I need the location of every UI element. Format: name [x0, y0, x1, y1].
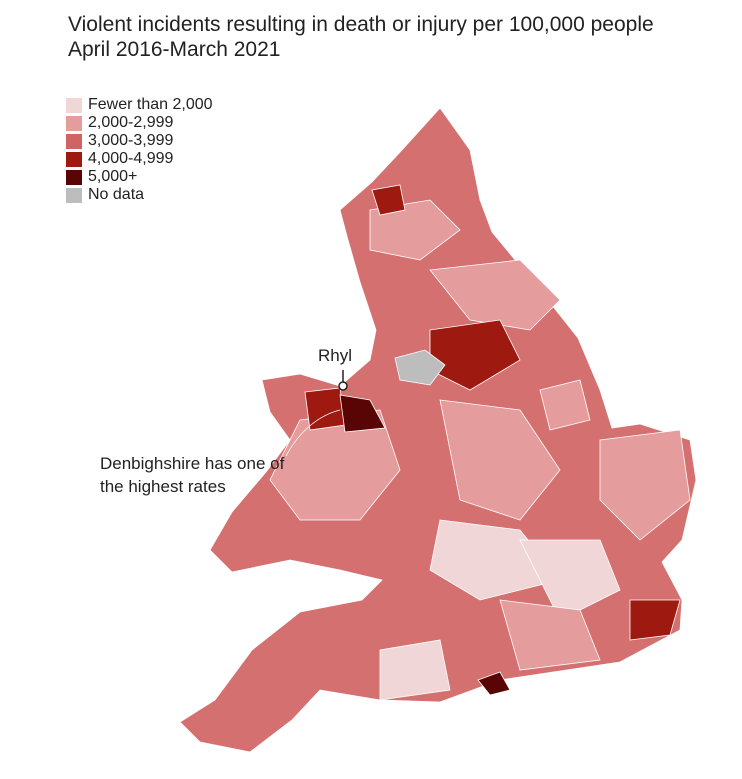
region	[369, 199, 461, 261]
legend-label: 2,000-2,999	[88, 114, 174, 131]
legend-label: No data	[88, 186, 145, 203]
region	[371, 184, 406, 216]
legend-swatch	[66, 97, 82, 113]
region	[429, 259, 561, 331]
region	[519, 539, 621, 621]
legend-item: 3,000-3,999	[66, 132, 213, 150]
region	[304, 387, 346, 431]
region	[477, 671, 511, 696]
legend-item: 2,000-2,999	[66, 114, 213, 132]
legend-swatch	[66, 133, 82, 149]
region	[499, 599, 601, 671]
region	[629, 599, 681, 641]
legend-swatch	[66, 169, 82, 185]
legend-item: Fewer than 2,000	[66, 96, 213, 114]
region	[339, 394, 386, 433]
chart-title: Violent incidents resulting in death or …	[68, 13, 654, 61]
region	[394, 349, 446, 386]
place-marker	[338, 381, 348, 391]
legend-item: 4,000-4,999	[66, 150, 213, 168]
legend: Fewer than 2,000 2,000-2,999 3,000-3,999 4,…	[66, 96, 213, 204]
legend-label: Fewer than 2,000	[88, 96, 213, 113]
legend-item: 5,000+	[66, 168, 213, 186]
region	[379, 639, 451, 701]
region	[269, 409, 401, 521]
legend-swatch	[66, 151, 82, 167]
legend-label: 4,000-4,999	[88, 150, 174, 167]
region	[599, 429, 691, 541]
region	[539, 379, 591, 431]
legend-item: No data	[66, 186, 213, 204]
region	[439, 399, 561, 521]
legend-label: 5,000+	[88, 168, 138, 185]
legend-swatch	[66, 187, 82, 203]
place-label: Rhyl	[318, 346, 353, 365]
legend-swatch	[66, 115, 82, 131]
annotation: Denbighshire has one of the highest rate…	[100, 454, 285, 496]
annotation-line	[285, 409, 341, 457]
legend-label: 3,000-3,999	[88, 132, 174, 149]
